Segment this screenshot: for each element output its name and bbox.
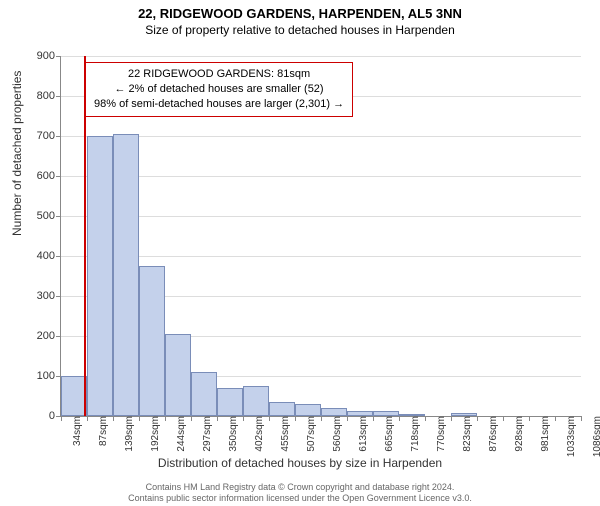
xtick-mark [269, 416, 270, 421]
histogram-bar [113, 134, 139, 416]
grid-line [61, 176, 581, 177]
histogram-bar [321, 408, 347, 416]
histogram-bar [87, 136, 113, 416]
xtick-label: 34sqm [66, 416, 83, 446]
footer: Contains HM Land Registry data © Crown c… [0, 482, 600, 505]
xtick-label: 350sqm [222, 416, 239, 452]
grid-line [61, 136, 581, 137]
histogram-bar [165, 334, 191, 416]
xtick-label: 560sqm [326, 416, 343, 452]
chart-title-line2: Size of property relative to detached ho… [0, 23, 600, 37]
footer-line-1: Contains HM Land Registry data © Crown c… [0, 482, 600, 493]
grid-line [61, 56, 581, 57]
histogram-bar [61, 376, 87, 416]
grid-line [61, 216, 581, 217]
x-axis-label: Distribution of detached houses by size … [0, 456, 600, 470]
info-line-1: 22 RIDGEWOOD GARDENS: 81sqm [94, 67, 344, 82]
xtick-label: 507sqm [300, 416, 317, 452]
xtick-label: 770sqm [430, 416, 447, 452]
ytick-label: 500 [37, 210, 61, 222]
xtick-mark [165, 416, 166, 421]
histogram-bar [269, 402, 295, 416]
xtick-label: 244sqm [170, 416, 187, 452]
xtick-label: 928sqm [508, 416, 525, 452]
xtick-label: 139sqm [118, 416, 135, 452]
xtick-mark [503, 416, 504, 421]
footer-line-2: Contains public sector information licen… [0, 493, 600, 504]
xtick-mark [113, 416, 114, 421]
xtick-mark [555, 416, 556, 421]
xtick-label: 876sqm [482, 416, 499, 452]
xtick-mark [347, 416, 348, 421]
xtick-label: 87sqm [92, 416, 109, 446]
info-box: 22 RIDGEWOOD GARDENS: 81sqm ← 2% of deta… [85, 62, 353, 117]
xtick-mark [217, 416, 218, 421]
xtick-label: 297sqm [196, 416, 213, 452]
xtick-label: 665sqm [378, 416, 395, 452]
xtick-label: 455sqm [274, 416, 291, 452]
xtick-mark [451, 416, 452, 421]
ytick-label: 300 [37, 290, 61, 302]
xtick-mark [243, 416, 244, 421]
xtick-mark [399, 416, 400, 421]
xtick-mark [373, 416, 374, 421]
xtick-mark [191, 416, 192, 421]
xtick-mark [581, 416, 582, 421]
xtick-label: 981sqm [534, 416, 551, 452]
info-line-2: ← 2% of detached houses are smaller (52) [94, 82, 344, 97]
xtick-label: 613sqm [352, 416, 369, 452]
ytick-label: 600 [37, 170, 61, 182]
ytick-label: 900 [37, 50, 61, 62]
info-line-3: 98% of semi-detached houses are larger (… [94, 97, 344, 112]
xtick-mark [477, 416, 478, 421]
ytick-label: 800 [37, 90, 61, 102]
xtick-mark [295, 416, 296, 421]
xtick-label: 1086sqm [586, 416, 600, 457]
histogram-bar [295, 404, 321, 416]
plot-area: 010020030040050060070080090034sqm87sqm13… [60, 56, 581, 417]
ytick-label: 700 [37, 130, 61, 142]
xtick-label: 402sqm [248, 416, 265, 452]
ytick-label: 0 [49, 410, 61, 422]
chart-area: 010020030040050060070080090034sqm87sqm13… [60, 56, 580, 416]
histogram-bar [217, 388, 243, 416]
grid-line [61, 256, 581, 257]
xtick-mark [321, 416, 322, 421]
xtick-mark [139, 416, 140, 421]
xtick-mark [87, 416, 88, 421]
xtick-label: 718sqm [404, 416, 421, 452]
xtick-label: 823sqm [456, 416, 473, 452]
xtick-mark [425, 416, 426, 421]
ytick-label: 100 [37, 370, 61, 382]
ytick-label: 200 [37, 330, 61, 342]
ytick-label: 400 [37, 250, 61, 262]
y-axis-label: Number of detached properties [10, 71, 24, 236]
histogram-bar [243, 386, 269, 416]
chart-title-line1: 22, RIDGEWOOD GARDENS, HARPENDEN, AL5 3N… [0, 6, 600, 21]
xtick-mark [529, 416, 530, 421]
xtick-label: 192sqm [144, 416, 161, 452]
histogram-bar [191, 372, 217, 416]
xtick-label: 1033sqm [560, 416, 577, 457]
histogram-bar [139, 266, 165, 416]
xtick-mark [61, 416, 62, 421]
